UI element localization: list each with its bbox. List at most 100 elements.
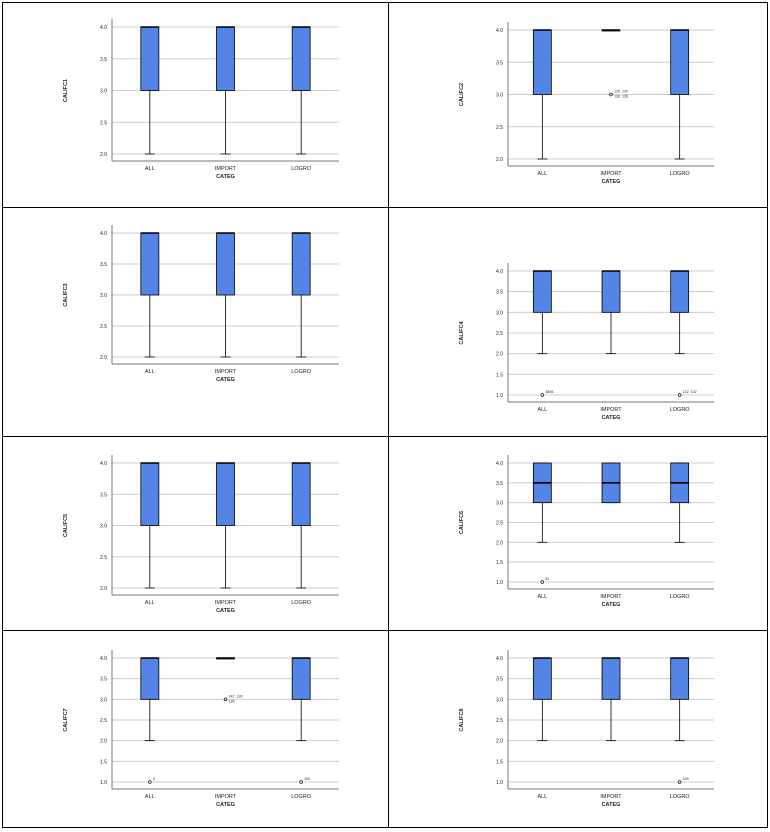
outlier-label: 100 (683, 777, 689, 781)
box-import (601, 657, 621, 700)
y-tick-label: 4.0 (100, 656, 107, 662)
outlier-label: 102 (691, 390, 697, 394)
outlier-label: 126 (229, 699, 235, 703)
y-tick-label: 4.0 (100, 461, 107, 467)
y-tick-label: 4.0 (496, 269, 503, 275)
y-axis-title: CALIFC3 (63, 283, 69, 306)
outlier-label: 3645 (545, 390, 553, 394)
y-tick-label: 4.0 (496, 656, 503, 662)
y-axis-title: CALIFC4 (459, 320, 465, 344)
y-tick-label: 1.0 (496, 580, 503, 586)
x-tick-label: LOGRO (670, 794, 691, 800)
box-logro (291, 26, 311, 91)
box-all (140, 26, 160, 91)
y-tick-label: 2.0 (496, 352, 503, 358)
box-import (216, 26, 235, 91)
box-all (140, 232, 160, 296)
y-tick-label: 1.0 (496, 393, 503, 399)
y-tick-label: 3.5 (496, 60, 503, 66)
outlier-label: 142 (229, 694, 235, 698)
y-tick-label: 1.5 (100, 759, 107, 765)
boxplot-chart-7: 1.0 1.5 2.0 2.5 3.0 3.5 4.0 ALL 2 IMPORT 142 130126… (63, 650, 339, 808)
boxplot-chart-1: 2.0 2.5 3.0 3.5 4.0 ALL IMPORT LOGRO CATEG CALIFC… (63, 19, 339, 180)
y-tick-label: 4.0 (496, 28, 503, 34)
x-tick-label: ALL (145, 369, 155, 375)
outlier-label: 122 (683, 390, 689, 394)
y-axis-title: CALIFC1 (63, 79, 69, 102)
y-tick-label: 1.0 (496, 780, 503, 786)
x-tick-label: IMPORT (600, 594, 622, 600)
boxplot-chart-5: 2.0 2.5 3.0 3.5 4.0 ALL IMPORT LOGRO CATEG CALIFC… (63, 455, 339, 614)
y-tick-label: 1.5 (496, 372, 503, 378)
x-tick-label: LOGRO (670, 407, 691, 413)
x-tick-label: IMPORT (600, 407, 622, 413)
outlier-label: 130 (237, 694, 243, 698)
y-axis-title: CALIFC6 (459, 511, 465, 534)
y-tick-label: 2.5 (100, 718, 107, 724)
x-tick-label: IMPORT (215, 600, 237, 606)
y-tick-label: 2.0 (100, 739, 107, 745)
y-tick-label: 2.5 (496, 521, 503, 527)
y-tick-label: 2.0 (496, 157, 503, 163)
box-import (216, 462, 235, 526)
box-all (140, 462, 160, 526)
outlier-point (148, 780, 152, 784)
outlier-label: 142 (622, 90, 628, 94)
x-tick-label: IMPORT (215, 369, 237, 375)
x-axis-title: CATEG (602, 179, 621, 185)
box-all (140, 657, 160, 700)
box-all (532, 270, 552, 313)
y-tick-label: 3.5 (496, 677, 503, 683)
y-tick-label: 3.0 (100, 524, 107, 530)
y-tick-label: 3.0 (100, 697, 107, 703)
y-tick-label: 2.5 (100, 120, 107, 126)
x-tick-label: LOGRO (670, 594, 691, 600)
x-tick-label: LOGRO (291, 369, 312, 375)
y-tick-label: 3.5 (100, 677, 107, 683)
y-tick-label: 2.5 (100, 324, 107, 330)
outlier-point (609, 92, 613, 97)
y-tick-label: 3.0 (100, 293, 107, 299)
y-tick-label: 2.0 (496, 739, 503, 745)
box-all (532, 29, 552, 95)
outlier-point (540, 580, 545, 584)
x-axis-title: CATEG (602, 415, 621, 421)
outlier-point (677, 780, 682, 784)
y-tick-label: 2.5 (496, 125, 503, 131)
outlier-label: 102 (304, 777, 310, 781)
x-tick-label: ALL (145, 166, 155, 172)
y-tick-label: 3.5 (100, 57, 107, 63)
x-tick-label: IMPORT (600, 794, 622, 800)
y-tick-label: 3.5 (100, 492, 107, 498)
outlier-point (223, 697, 228, 702)
x-tick-label: LOGRO (291, 600, 312, 606)
y-tick-label: 2.0 (100, 355, 107, 361)
x-axis-title: CATEG (602, 802, 621, 808)
row-divider (3, 207, 767, 208)
row-divider (3, 436, 767, 437)
y-tick-label: 4.0 (100, 231, 107, 237)
y-axis-title: CALIFC5 (63, 514, 69, 537)
outlier-point (677, 393, 682, 397)
x-tick-label: ALL (145, 794, 155, 800)
y-axis-title: CALIFC8 (459, 708, 465, 731)
y-tick-label: 3.0 (496, 501, 503, 507)
y-tick-label: 1.0 (100, 780, 107, 786)
boxplot-chart-3: 2.0 2.5 3.0 3.5 4.0 ALL IMPORT LOGRO CATEG CALIFC… (63, 225, 339, 383)
x-tick-label: LOGRO (291, 166, 312, 172)
y-tick-label: 2.0 (496, 540, 503, 546)
box-import (216, 232, 235, 296)
boxplot-chart-6: 1.0 1.5 2.0 2.5 3.0 3.5 4.0 ALL 51 IMPORT LOGRO CAT… (459, 455, 714, 608)
y-tick-label: 3.0 (496, 93, 503, 99)
x-tick-label: ALL (537, 171, 547, 177)
y-tick-label: 3.0 (100, 89, 107, 95)
box-logro (670, 270, 690, 313)
y-tick-label: 4.0 (496, 461, 503, 467)
box-all (532, 657, 552, 700)
y-tick-label: 2.5 (100, 555, 107, 561)
x-tick-label: ALL (145, 600, 155, 606)
x-tick-label: ALL (537, 407, 547, 413)
box-logro (670, 657, 690, 700)
y-tick-label: 2.5 (496, 331, 503, 337)
